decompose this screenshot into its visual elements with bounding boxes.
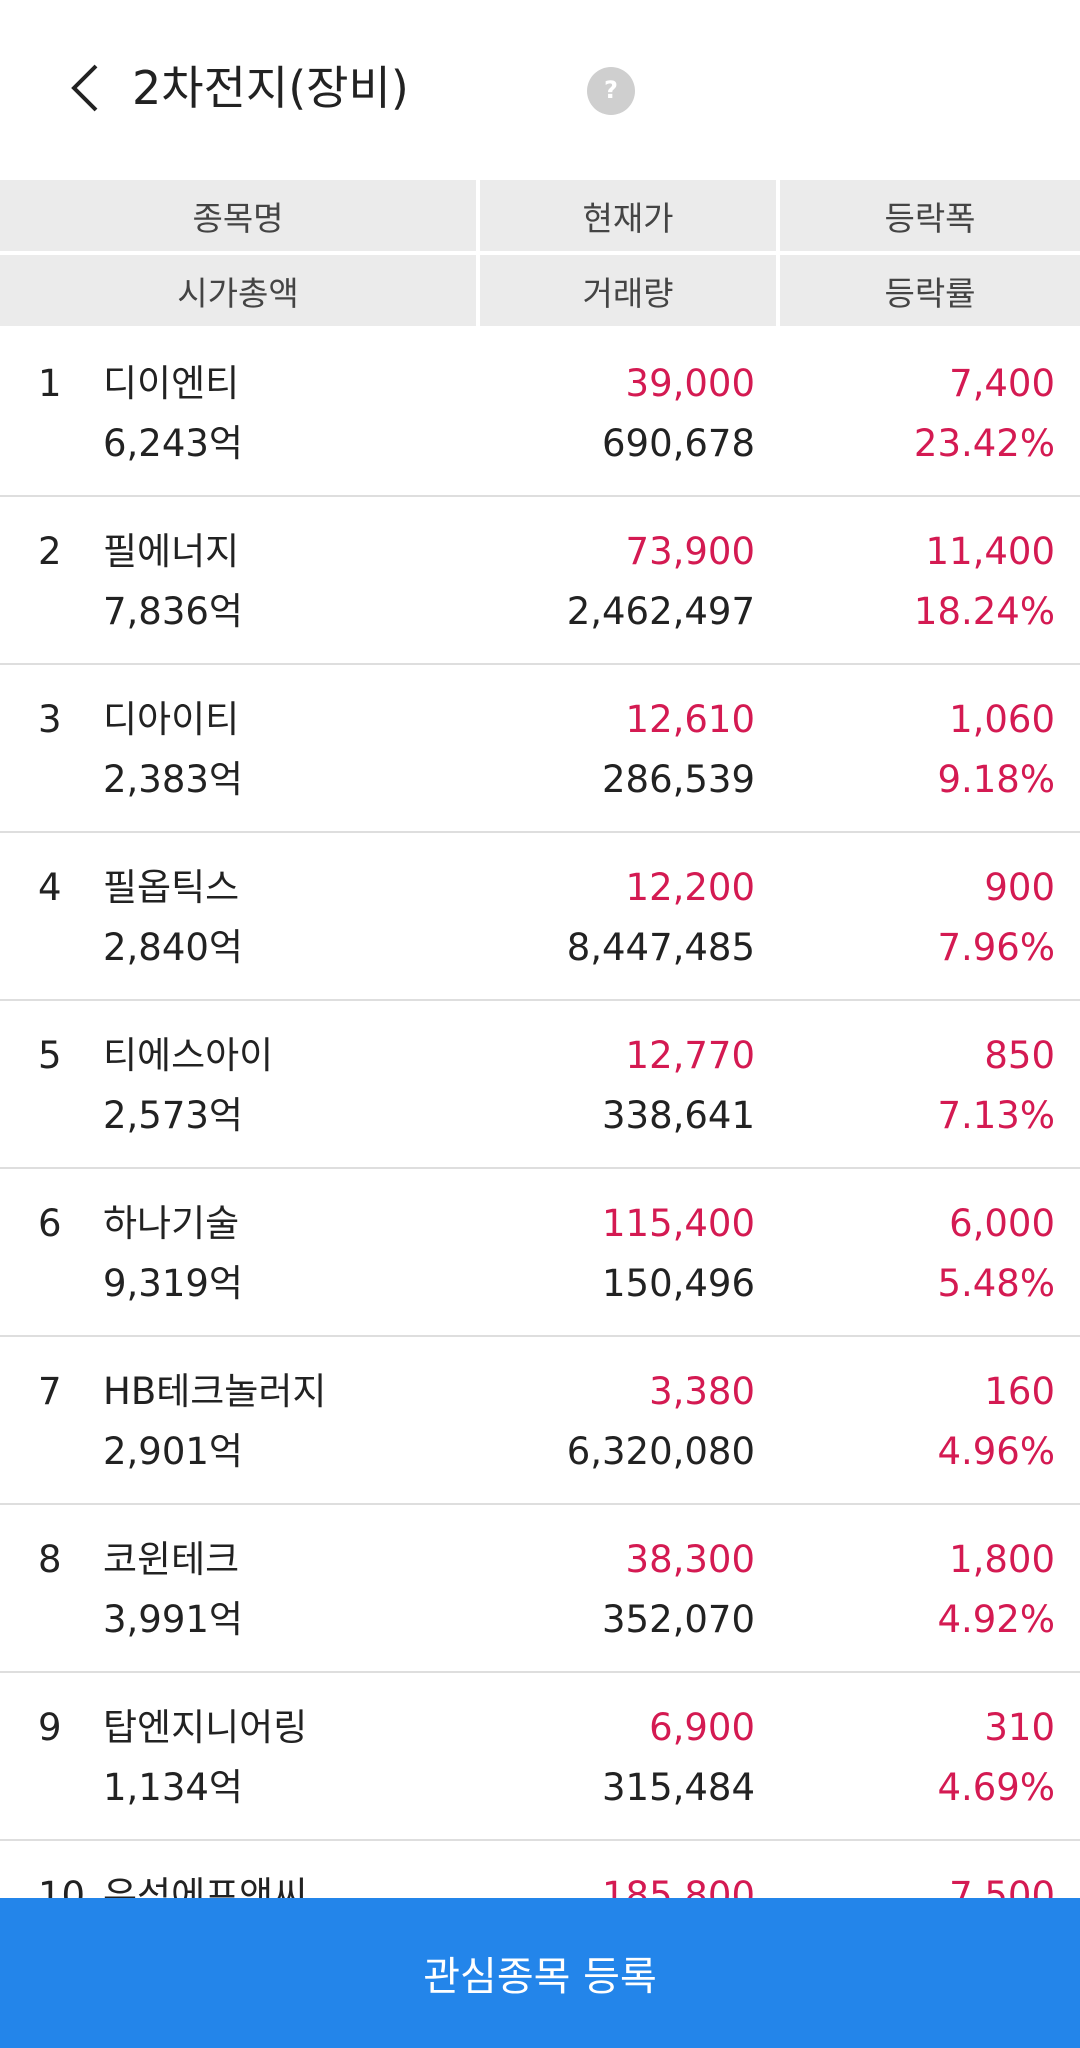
current-price: 73,900	[625, 530, 755, 573]
stock-list: 1 디이엔티 39,000 7,400 6,243억 690,678 23.42% 2 필에너지…	[0, 329, 1080, 1898]
price-change: 310	[984, 1706, 1055, 1749]
volume: 2,462,497	[566, 590, 755, 633]
stock-row[interactable]: 2 필에너지 73,900 11,400 7,836억 2,462,497 18.24%	[0, 497, 1080, 665]
stock-row[interactable]: 3 디아이티 12,610 1,060 2,383억 286,539 9.18%	[0, 665, 1080, 833]
change-rate: 23.42%	[913, 422, 1055, 465]
stock-name: 필에너지	[103, 530, 240, 573]
price-change: 7,400	[949, 362, 1055, 405]
rank: 3	[38, 698, 62, 741]
volume: 286,539	[601, 758, 755, 801]
column-header: 현재가	[480, 180, 776, 251]
volume: 338,641	[601, 1094, 755, 1137]
market-cap: 3,991억	[103, 1598, 243, 1641]
help-icon[interactable]	[587, 67, 635, 115]
back-chevron	[71, 64, 98, 112]
stock-name: 디아이티	[103, 698, 240, 741]
price-change: 1,800	[949, 1538, 1055, 1581]
rank: 5	[38, 1034, 62, 1077]
change-rate: 9.18%	[937, 758, 1055, 801]
market-cap: 6,243억	[103, 422, 243, 465]
change-rate: 4.96%	[937, 1430, 1055, 1473]
change-rate: 7.13%	[937, 1094, 1055, 1137]
stock-name: 탑엔지니어링	[103, 1706, 308, 1749]
stock-row[interactable]: 1 디이엔티 39,000 7,400 6,243억 690,678 23.42%	[0, 329, 1080, 497]
current-price: 6,900	[649, 1706, 755, 1749]
stock-name: 디이엔티	[103, 362, 240, 405]
stock-name: 하나기술	[103, 1202, 240, 1245]
change-rate: 5.48%	[937, 1262, 1055, 1305]
change-rate: 4.69%	[937, 1766, 1055, 1809]
market-cap: 7,836억	[103, 590, 243, 633]
stock-name: 코윈테크	[103, 1538, 240, 1581]
price-change: 850	[984, 1034, 1055, 1077]
price-change: 6,000	[949, 1202, 1055, 1245]
market-cap: 1,134억	[103, 1766, 243, 1809]
current-price: 3,380	[649, 1370, 755, 1413]
current-price: 115,400	[601, 1202, 755, 1245]
volume: 8,447,485	[566, 926, 755, 969]
current-price: 12,200	[625, 866, 755, 909]
volume: 6,320,080	[566, 1430, 755, 1473]
price-change: 1,060	[949, 698, 1055, 741]
rank: 6	[38, 1202, 62, 1245]
current-price: 39,000	[625, 362, 755, 405]
current-price: 185,800	[601, 1874, 755, 1898]
rank: 9	[38, 1706, 62, 1749]
price-change: 11,400	[925, 530, 1055, 573]
stock-name: 유성에프앤씨	[103, 1874, 308, 1898]
column-header: 등락폭	[780, 180, 1080, 251]
current-price: 12,770	[625, 1034, 755, 1077]
market-cap: 2,573억	[103, 1094, 243, 1137]
back-button[interactable]	[64, 60, 104, 116]
stock-row[interactable]: 10 유성에프앤씨 185,800 7,500	[0, 1841, 1080, 1898]
rank: 8	[38, 1538, 62, 1581]
market-cap: 2,840억	[103, 926, 243, 969]
change-rate: 7.96%	[937, 926, 1055, 969]
stock-row[interactable]: 4 필옵틱스 12,200 900 2,840억 8,447,485 7.96%	[0, 833, 1080, 1001]
column-header: 거래량	[480, 255, 776, 326]
stock-row[interactable]: 5 티에스아이 12,770 850 2,573억 338,641 7.13%	[0, 1001, 1080, 1169]
stock-row[interactable]: 6 하나기술 115,400 6,000 9,319억 150,496 5.48%	[0, 1169, 1080, 1337]
stock-name: 티에스아이	[103, 1034, 274, 1077]
current-price: 38,300	[625, 1538, 755, 1581]
price-change: 160	[984, 1370, 1055, 1413]
rank: 10	[38, 1874, 86, 1898]
stock-name: HB테크놀러지	[103, 1370, 327, 1413]
rank: 1	[38, 362, 62, 405]
volume: 352,070	[601, 1598, 755, 1641]
rank: 2	[38, 530, 62, 573]
volume: 150,496	[601, 1262, 755, 1305]
button-label: 관심종목 등록	[423, 1954, 657, 2000]
column-header: 등락률	[780, 255, 1080, 326]
change-rate: 4.92%	[937, 1598, 1055, 1641]
volume: 690,678	[601, 422, 755, 465]
stock-row[interactable]: 9 탑엔지니어링 6,900 310 1,134억 315,484 4.69%	[0, 1673, 1080, 1841]
current-price: 12,610	[625, 698, 755, 741]
column-header: 종목명	[0, 180, 476, 251]
market-cap: 2,901억	[103, 1430, 243, 1473]
market-cap: 2,383억	[103, 758, 243, 801]
stock-row[interactable]: 7 HB테크놀러지 3,380 160 2,901억 6,320,080 4.96%	[0, 1337, 1080, 1505]
volume: 315,484	[601, 1766, 755, 1809]
rank: 4	[38, 866, 62, 909]
page-title: 2차전지(장비)	[132, 61, 409, 115]
price-change: 7,500	[949, 1874, 1055, 1898]
column-header: 시가총액	[0, 255, 476, 326]
watchlist-button[interactable]: 관심종목 등록	[0, 1898, 1080, 2048]
market-cap: 9,319억	[103, 1262, 243, 1305]
stock-row[interactable]: 8 코윈테크 38,300 1,800 3,991억 352,070 4.92%	[0, 1505, 1080, 1673]
rank: 7	[38, 1370, 62, 1413]
price-change: 900	[984, 866, 1055, 909]
change-rate: 18.24%	[913, 590, 1055, 633]
stock-name: 필옵틱스	[103, 866, 240, 909]
